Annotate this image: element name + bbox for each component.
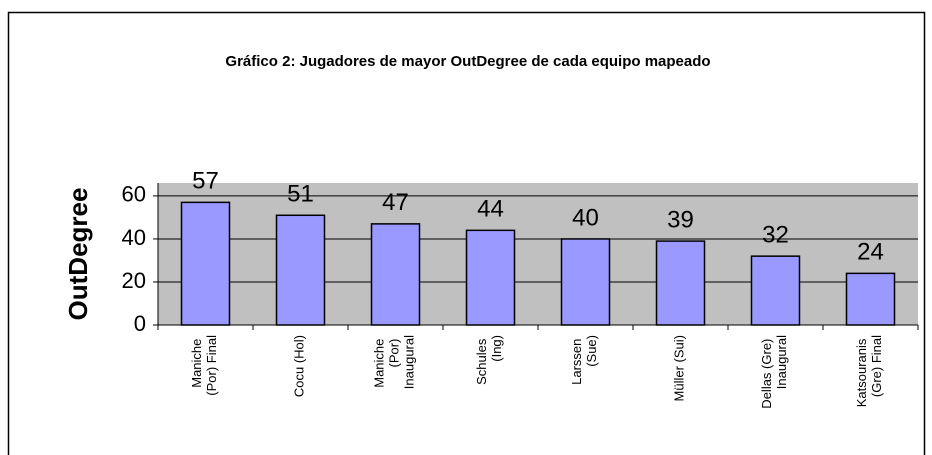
value-label: 40 bbox=[572, 204, 599, 231]
x-tick-label: Cocu (Hol) bbox=[292, 335, 307, 397]
y-tick-label: 0 bbox=[134, 311, 146, 336]
bar bbox=[180, 201, 231, 326]
bar bbox=[465, 229, 516, 326]
value-label: 39 bbox=[667, 206, 694, 233]
bar bbox=[560, 238, 611, 326]
x-tick-label: Larssen (Sue) bbox=[569, 335, 599, 385]
bar bbox=[845, 272, 896, 326]
value-label: 24 bbox=[857, 239, 884, 266]
y-tick-label: 60 bbox=[122, 182, 146, 207]
y-tick-label: 40 bbox=[122, 225, 146, 250]
bar bbox=[370, 223, 421, 326]
x-tick-label: Katsouranis (Gre) Final bbox=[854, 335, 884, 407]
y-axis-label: OutDegree bbox=[63, 188, 93, 321]
value-label: 32 bbox=[762, 221, 789, 248]
chart-title: Gráfico 2: Jugadores de mayor OutDegree … bbox=[225, 53, 710, 70]
bar bbox=[275, 214, 326, 326]
x-tick-label: Maniche (Por) Final bbox=[189, 335, 219, 396]
y-tick-label: 20 bbox=[122, 268, 146, 293]
value-label: 44 bbox=[477, 196, 504, 223]
bar bbox=[750, 255, 801, 326]
value-label: 51 bbox=[287, 181, 314, 208]
x-tick-label: Dellas (Gre) Inaugural bbox=[759, 335, 789, 409]
x-tick-label: Müller (Sui) bbox=[672, 335, 687, 401]
x-tick-label: Schules (Ing) bbox=[474, 335, 504, 385]
value-label: 57 bbox=[192, 168, 219, 195]
value-label: 47 bbox=[382, 189, 409, 216]
bar bbox=[655, 240, 706, 326]
x-tick-label: Maniche (Por) Inaugural bbox=[372, 335, 417, 389]
plot-area bbox=[158, 183, 918, 325]
